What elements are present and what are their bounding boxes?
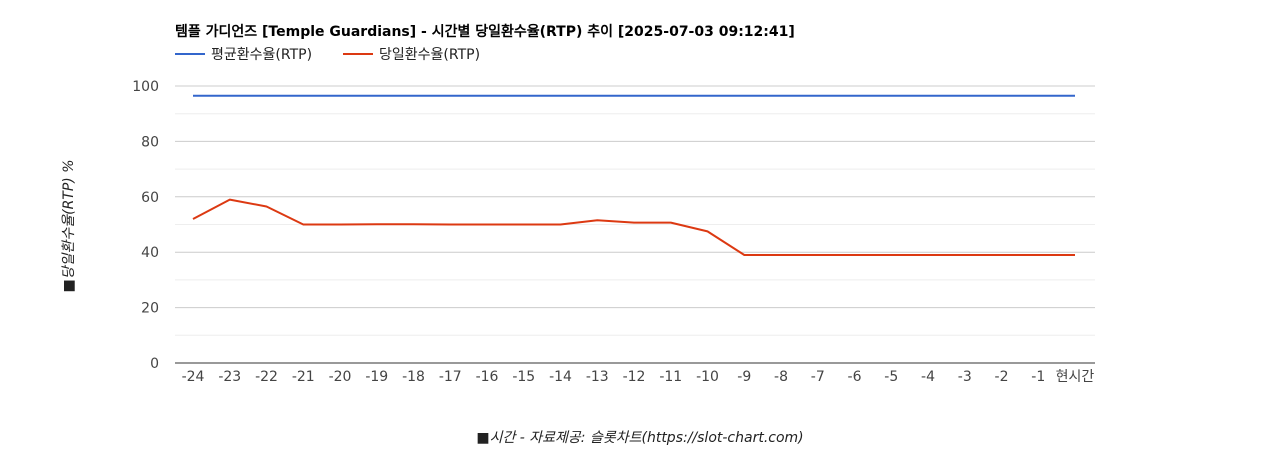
x-tick-label: -20 — [329, 369, 352, 385]
chart-title: 템플 가디언즈 [Temple Guardians] - 시간별 당일환수율(R… — [175, 23, 795, 40]
x-tick-label: -11 — [659, 369, 682, 385]
y-tick-label: 20 — [141, 301, 159, 317]
gridlines — [175, 85, 1095, 364]
x-axis-ticks: -24 -23 -22 -21 -20 -19 -18 -17 -16 -15 -14 -13 -12-… — [182, 369, 1095, 385]
legend-label-daily: 당일환수율(RTP) — [379, 47, 480, 63]
x-tick-label: -21 — [292, 369, 315, 385]
x-tick-label: -13 — [586, 369, 609, 385]
x-tick-label: -14 — [549, 369, 572, 385]
x-tick-label: -23 — [218, 369, 241, 385]
x-tick-label: -4 — [921, 369, 935, 385]
x-tick-label: -16 — [476, 369, 499, 385]
y-axis-title: ■당일환수율(RTP) % — [61, 159, 77, 292]
x-tick-label: -8 — [774, 369, 788, 385]
x-tick-label: -3 — [958, 369, 972, 385]
y-tick-label: 100 — [132, 79, 159, 95]
x-tick-label: 현시간 — [1056, 369, 1095, 385]
legend: 평균환수율(RTP) 당일환수율(RTP) — [175, 47, 480, 63]
series-lines — [192, 94, 1075, 256]
series-line-daily — [192, 198, 1075, 256]
x-tick-label: -24 — [182, 369, 205, 385]
y-tick-label: 80 — [141, 134, 159, 150]
x-tick-label: -1 — [1031, 369, 1045, 385]
x-tick-label: -22 — [255, 369, 278, 385]
x-tick-label: -12 — [623, 369, 646, 385]
x-tick-label: -18 — [402, 369, 425, 385]
x-tick-label: -5 — [884, 369, 898, 385]
y-tick-label: 40 — [141, 245, 159, 261]
y-tick-label: 60 — [141, 190, 159, 206]
y-tick-label: 0 — [150, 356, 159, 372]
x-tick-label: -9 — [737, 369, 751, 385]
y-axis-ticks: 0 20 40 60 80 100 — [132, 79, 159, 372]
x-tick-label: -19 — [365, 369, 388, 385]
x-tick-label: -17 — [439, 369, 462, 385]
legend-label-average: 평균환수율(RTP) — [211, 47, 312, 63]
x-tick-label: -10 — [696, 369, 719, 385]
x-tick-label: -2 — [995, 369, 1009, 385]
x-axis-title: ■시간 - 자료제공: 슬롯차트(https://slot-chart.com) — [476, 430, 803, 446]
x-tick-label: -6 — [848, 369, 862, 385]
x-tick-label: -15 — [512, 369, 535, 385]
x-tick-label: -7 — [811, 369, 825, 385]
